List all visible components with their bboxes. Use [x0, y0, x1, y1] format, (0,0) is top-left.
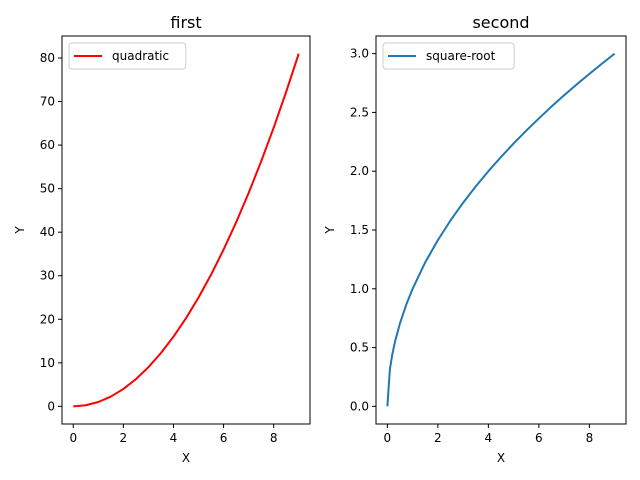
- chart-title: first: [170, 13, 201, 32]
- y-axis-label: Y: [13, 226, 27, 235]
- chart-second: second X Y 0 2 4 6 8 0.0 0.5 1.0 1.5 2.0 2.5 3.0 s…: [323, 13, 627, 465]
- y-tick-label: 0: [47, 399, 55, 413]
- legend-label-quadratic: quadratic: [112, 49, 169, 63]
- y-tick-label: 60: [40, 138, 55, 152]
- y-axis-label: Y: [323, 226, 337, 235]
- y-tick-label: 40: [40, 225, 55, 239]
- y-tick-label: 2.5: [350, 105, 369, 119]
- x-tick-label: 4: [170, 431, 178, 445]
- x-tick-label: 6: [535, 431, 543, 445]
- x-tick-label: 8: [586, 431, 594, 445]
- legend-label-square-root: square-root: [426, 49, 496, 63]
- y-tick-label: 80: [40, 51, 55, 65]
- x-tick-label: 4: [485, 431, 493, 445]
- x-axis-ticks: 0 2 4 6 8: [384, 424, 594, 445]
- x-tick-label: 2: [120, 431, 128, 445]
- x-axis-ticks: 0 2 4 6 8: [69, 424, 277, 445]
- y-axis-ticks: 0.0 0.5 1.0 1.5 2.0 2.5 3.0: [350, 47, 376, 413]
- x-tick-label: 6: [220, 431, 228, 445]
- chart-title: second: [472, 13, 529, 32]
- y-tick-label: 50: [40, 182, 55, 196]
- y-tick-label: 0.0: [350, 399, 369, 413]
- series-group: [386, 52, 616, 407]
- y-tick-label: 1.0: [350, 282, 369, 296]
- y-axis-ticks: 0 10 20 30 40 50 60 70 80: [40, 51, 62, 413]
- y-tick-label: 70: [40, 95, 55, 109]
- axes-frame: [375, 35, 627, 425]
- x-tick-label: 8: [270, 431, 278, 445]
- axes-frame: [61, 35, 311, 425]
- x-tick-label: 0: [384, 431, 392, 445]
- y-tick-label: 1.5: [350, 223, 369, 237]
- legend-box: [68, 42, 187, 70]
- legend: quadratic: [68, 42, 187, 70]
- x-tick-label: 2: [434, 431, 442, 445]
- y-tick-label: 3.0: [350, 47, 369, 61]
- chart-first: first X Y 0 2 4 6 8 0 10 20 30 40 50 60 70 80 quadra…: [13, 13, 311, 465]
- x-axis-label: X: [182, 451, 190, 465]
- y-tick-label: 10: [40, 356, 55, 370]
- legend: square-root: [382, 42, 515, 70]
- series-group: [73, 53, 300, 408]
- y-tick-label: 0.5: [350, 341, 369, 355]
- y-tick-label: 20: [40, 312, 55, 326]
- y-tick-label: 30: [40, 269, 55, 283]
- x-tick-label: 0: [69, 431, 77, 445]
- y-tick-label: 2.0: [350, 164, 369, 178]
- x-axis-label: X: [497, 451, 505, 465]
- legend-box: [382, 42, 515, 70]
